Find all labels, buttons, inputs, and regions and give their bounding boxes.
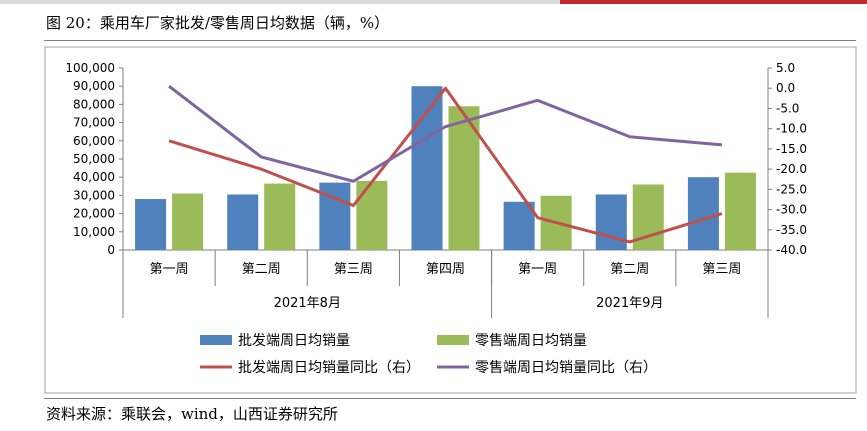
left-axis-tick-label: 40,000 (73, 170, 115, 184)
figure-source: 资料来源：乘联会，wind，山西证券研究所 (46, 405, 338, 423)
right-axis-tick-label: -35.0 (776, 223, 807, 237)
left-axis-tick-label: 30,000 (73, 188, 115, 202)
x-axis-category-label: 第一周 (518, 262, 557, 277)
bar (356, 180, 388, 250)
bar (135, 199, 167, 250)
source-rule (44, 398, 856, 399)
x-axis-category-label: 第三周 (702, 262, 741, 277)
legend-label: 批发端周日均销量同比（右） (238, 360, 420, 376)
header-accent-bar-left (0, 0, 560, 4)
left-axis-tick-label: 80,000 (73, 97, 115, 111)
series-line (168, 85, 723, 183)
x-axis-category-label: 第二周 (242, 262, 281, 277)
left-axis-tick-label: 0 (107, 243, 115, 257)
legend-label: 零售端周日均销量 (475, 333, 587, 349)
legend-label: 批发端周日均销量 (238, 333, 350, 349)
bar (227, 194, 259, 250)
right-axis-tick-label: -5.0 (776, 101, 799, 115)
series-line (168, 86, 723, 244)
left-axis-tick-label: 90,000 (73, 79, 115, 93)
bar (595, 194, 627, 250)
left-axis-tick-label: 50,000 (73, 152, 115, 166)
legend-label: 零售端周日均销量同比（右） (475, 360, 657, 376)
figure-title: 图 20：乘用车厂家批发/零售周日均数据（辆，%） (46, 14, 390, 32)
right-axis-tick-label: -15.0 (776, 142, 807, 156)
legend-swatch (437, 335, 469, 345)
left-axis-tick-label: 70,000 (73, 116, 115, 130)
chart-bars (135, 86, 756, 250)
left-axis-tick-label: 100,000 (65, 61, 115, 75)
left-axis-tick-label: 10,000 (73, 225, 115, 239)
x-axis-category-label: 第一周 (150, 262, 189, 277)
chart-axes: 0 10,000 20,000 30,000 40,000 50,000 60,000 70,… (65, 61, 807, 318)
legend-swatch (200, 335, 232, 345)
bar (687, 177, 719, 250)
bar (264, 183, 296, 250)
x-axis-category-label: 第四周 (426, 262, 465, 277)
right-axis-tick-label: -20.0 (776, 162, 807, 176)
chart-lines (168, 85, 723, 244)
left-axis-tick-label: 60,000 (73, 134, 115, 148)
bar (724, 172, 756, 250)
bar (172, 193, 204, 250)
x-axis-category-label: 第二周 (610, 262, 649, 277)
right-axis-tick-label: 5.0 (776, 61, 795, 75)
right-axis-tick-label: -10.0 (776, 122, 807, 136)
x-axis-group-label: 2021年8月 (274, 296, 341, 311)
bar (503, 201, 535, 250)
x-axis-category-label: 第三周 (334, 262, 373, 277)
x-axis-group-label: 2021年9月 (596, 296, 663, 311)
right-axis-tick-label: -25.0 (776, 182, 807, 196)
right-axis-tick-label: -40.0 (776, 243, 807, 257)
title-rule (44, 40, 856, 41)
left-axis-tick-label: 20,000 (73, 207, 115, 221)
right-axis-tick-label: 0.0 (776, 81, 795, 95)
right-axis-tick-label: -30.0 (776, 203, 807, 217)
